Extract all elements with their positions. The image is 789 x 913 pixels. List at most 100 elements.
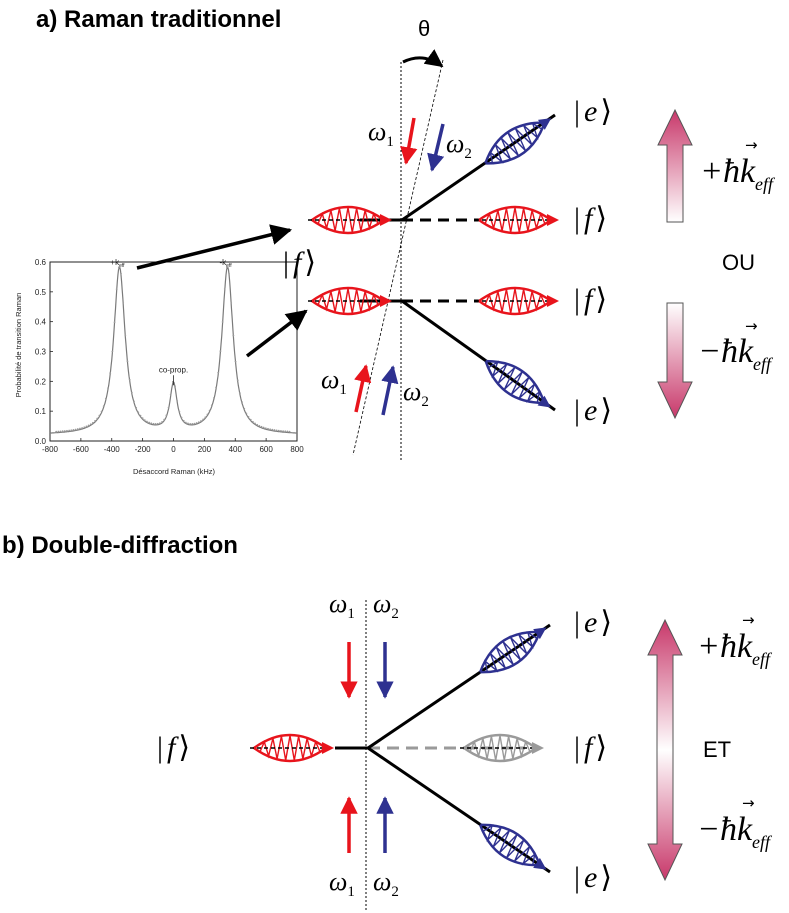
data-point	[161, 420, 163, 423]
data-point	[126, 360, 129, 363]
data-point	[89, 423, 92, 426]
y-tick-label: 0.6	[35, 258, 47, 267]
data-point	[85, 425, 88, 428]
data-point	[277, 429, 280, 432]
spectrum-points	[55, 266, 291, 433]
x-tick-label: -200	[135, 445, 152, 454]
data-point	[135, 406, 138, 409]
data-point	[236, 379, 239, 382]
x-tick-label: 400	[229, 445, 243, 454]
data-point	[213, 397, 215, 399]
data-point	[180, 416, 183, 419]
ket-f-lower-right: | f ⟩	[574, 283, 607, 316]
data-point	[92, 421, 94, 424]
data-point	[167, 406, 170, 409]
y-tick-label: 0.3	[35, 348, 47, 357]
data-point	[273, 429, 276, 431]
omega2-arrow-bottom	[381, 365, 399, 416]
minus-hbar-k-b: −ħkeff	[697, 811, 773, 852]
data-point	[223, 288, 226, 290]
ket-e-top: | e ⟩	[574, 95, 612, 128]
data-point	[81, 427, 84, 429]
data-point	[174, 385, 176, 388]
x-tick-label: 600	[259, 445, 273, 454]
data-point	[122, 301, 125, 304]
data-point	[102, 405, 105, 408]
y-tick-label: 0.2	[35, 377, 47, 386]
x-tick-label: -400	[104, 445, 121, 454]
data-point	[275, 429, 278, 432]
data-point	[137, 411, 140, 414]
data-point	[124, 334, 127, 337]
data-point	[228, 272, 230, 275]
data-point	[163, 418, 166, 421]
data-point	[72, 428, 75, 431]
x-tick-label: 200	[198, 445, 212, 454]
data-point	[79, 427, 81, 430]
data-point	[113, 321, 116, 324]
plus-hbar-k-b: +ħkeff	[697, 628, 773, 669]
data-point	[282, 430, 285, 432]
omega1-label-bottom-b: ω1	[329, 867, 355, 900]
data-point	[128, 378, 131, 381]
data-point	[165, 414, 168, 417]
ket-e-bottom: | e ⟩	[574, 394, 612, 427]
chart-annotations: +keff -keff co-prop.	[110, 258, 232, 386]
data-point	[152, 422, 155, 425]
data-point	[243, 407, 246, 410]
data-point	[109, 372, 112, 374]
data-point	[286, 430, 289, 433]
data-point	[241, 401, 243, 404]
data-point	[148, 421, 151, 424]
x-tick-label: 800	[290, 445, 304, 454]
data-point	[221, 321, 224, 323]
data-point	[117, 266, 120, 269]
ket-f-left-b: | f ⟩	[157, 731, 190, 764]
data-point	[226, 266, 228, 269]
omega2-arrow-top	[427, 123, 445, 172]
data-point	[104, 397, 107, 400]
omega1-arrow-top	[400, 117, 418, 165]
data-point	[245, 412, 248, 415]
y-tick-label: 0.0	[35, 437, 47, 446]
omega2-label-bottom: ω2	[403, 377, 429, 410]
data-point	[76, 428, 79, 430]
plus-hbar-k-a: +ħkeff	[700, 153, 776, 194]
data-point	[234, 360, 237, 363]
momentum-double-arrow	[647, 618, 683, 882]
tilted-beam-axis	[352, 59, 444, 456]
data-point	[251, 420, 254, 423]
data-point	[262, 426, 265, 429]
data-point	[217, 371, 220, 374]
chart-ylabel: Probabilité de transition Raman	[14, 293, 23, 398]
data-point	[184, 421, 187, 424]
data-point	[169, 393, 172, 396]
data-point	[264, 427, 267, 430]
x-tick-label: 0	[171, 445, 176, 454]
data-point	[271, 428, 274, 431]
connector-arrow-upper	[136, 224, 293, 270]
theta-rotation-arrow	[402, 49, 444, 68]
data-point	[133, 400, 135, 403]
packet-f-out-lower	[475, 286, 559, 316]
omega1-label-bottom: ω1	[321, 365, 347, 398]
y-tick-label: 0.4	[35, 318, 47, 327]
packet-f-in-b	[250, 733, 334, 763]
packet-f-out-b	[460, 733, 544, 763]
data-point	[154, 423, 157, 425]
data-point	[57, 430, 60, 433]
omega1-label-top: ω1	[368, 117, 394, 150]
section-b-title: b) Double-diffraction	[2, 532, 238, 559]
data-point	[74, 428, 77, 431]
data-point	[96, 417, 99, 420]
data-point	[204, 416, 207, 419]
data-point	[238, 392, 241, 395]
data-point	[143, 419, 146, 422]
wavepackets-b	[250, 627, 547, 870]
ket-f-right-b: | f ⟩	[574, 731, 607, 764]
k-vector-arrow-b2: →	[742, 794, 755, 812]
data-point	[94, 419, 96, 422]
data-point	[176, 400, 179, 402]
x-tick-label: -600	[73, 445, 90, 454]
